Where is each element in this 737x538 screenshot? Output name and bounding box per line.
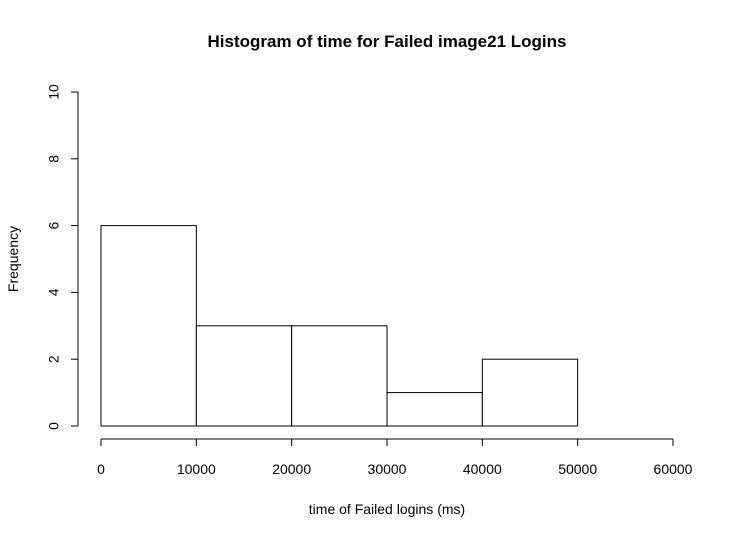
y-axis: 0 2 4 6 8 10	[46, 84, 79, 430]
y-axis-label: Frequency	[5, 226, 21, 292]
histogram-bar-2	[195, 325, 293, 427]
histogram-bar-5	[481, 358, 579, 427]
y-tick-label-1: 2	[46, 355, 62, 363]
histogram-bar-1	[100, 225, 197, 427]
x-axis: 0 10000 20000 30000 40000 50000 60000	[97, 438, 693, 477]
histogram-bar-3	[291, 325, 388, 427]
y-tick-label-3: 6	[46, 221, 62, 229]
histogram-bar-4	[386, 392, 483, 427]
x-tick-label-6: 60000	[654, 461, 693, 477]
y-tick-label-0: 0	[46, 422, 62, 430]
y-tick-label-2: 4	[46, 288, 62, 296]
chart-title: Histogram of time for Failed image21 Log…	[208, 32, 567, 51]
x-tick-label-1: 10000	[177, 461, 216, 477]
x-tick-label-4: 40000	[463, 461, 502, 477]
y-tick-label-4: 8	[46, 155, 62, 163]
bars-group	[100, 225, 579, 427]
y-tick-label-5: 10	[46, 84, 62, 100]
x-tick-label-0: 0	[97, 461, 105, 477]
x-axis-label: time of Failed logins (ms)	[309, 501, 465, 517]
x-tick-label-5: 50000	[558, 461, 597, 477]
x-tick-label-3: 30000	[368, 461, 407, 477]
x-tick-label-2: 20000	[272, 461, 311, 477]
